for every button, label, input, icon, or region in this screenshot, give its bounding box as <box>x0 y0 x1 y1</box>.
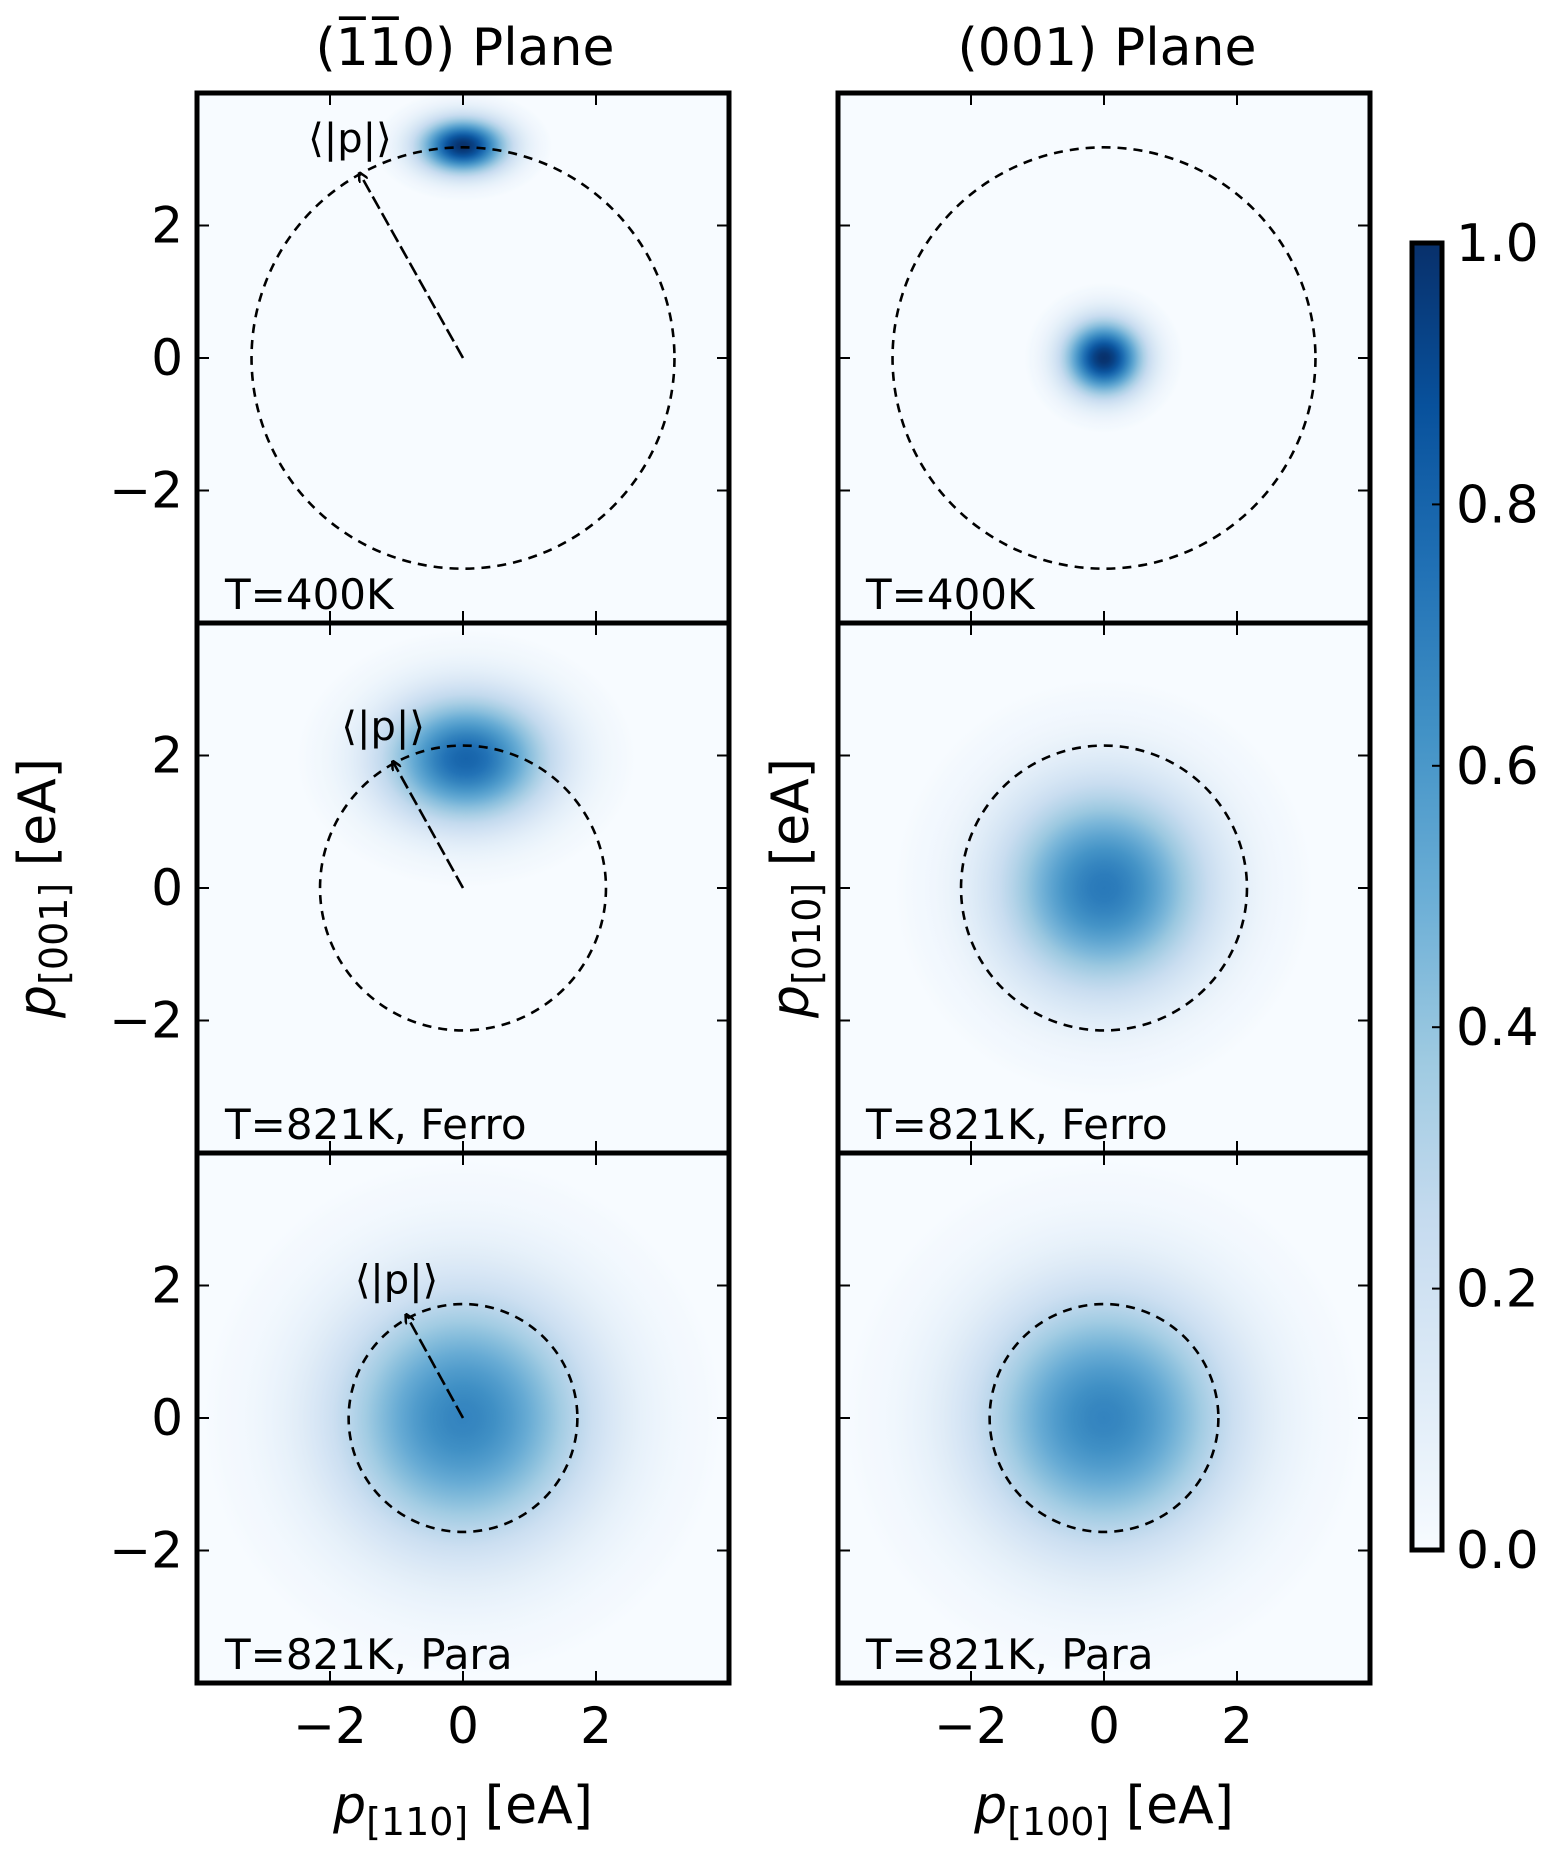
density-distribution <box>894 679 1314 1097</box>
colorbar-tick-label: 0.4 <box>1456 998 1539 1058</box>
mean-abs-p-circle <box>250 146 676 570</box>
y-tick-label: −2 <box>109 1522 183 1580</box>
colorbar-frame <box>1409 240 1445 1553</box>
y-axis-label: p[001] [eA] <box>8 758 76 1019</box>
density-distribution <box>844 1159 1364 1677</box>
arrow-label: ⟨|p|⟩ <box>308 116 392 162</box>
colorbar-tick-label: 0.2 <box>1456 1260 1539 1320</box>
mean-abs-p-circle <box>891 146 1317 570</box>
x-tick-label: −2 <box>293 1697 367 1755</box>
x-tick-label: −2 <box>934 1697 1008 1755</box>
y-tick-label: −2 <box>109 992 183 1050</box>
x-tick-label: 0 <box>447 1697 479 1755</box>
y-tick-label: −2 <box>109 462 183 520</box>
y-axis-label: p[010] [eA] <box>761 758 829 1019</box>
y-tick-label: 0 <box>151 329 183 387</box>
panels: ⟨|p|⟩ −2 0 2 T=400K T=400K ⟨|p|⟩ −2 0 2 T=821K, Fe… <box>8 90 1373 1844</box>
mean-abs-p-circle <box>959 744 1249 1032</box>
colorbar-tick-label: 0.8 <box>1456 475 1539 535</box>
colorbar-tick-label: 1.0 <box>1456 214 1539 274</box>
panel-frame <box>194 1150 732 1686</box>
panel-annotation: T=821K, Para <box>224 1630 512 1679</box>
panel-right-middle: T=821K, Ferro p[010] [eA] <box>761 620 1373 1156</box>
y-tick-label: 2 <box>151 197 183 255</box>
x-axis-label: p[100] [eA] <box>973 1776 1234 1844</box>
x-tick-label: 0 <box>1088 1697 1120 1755</box>
arrow-label: ⟨|p|⟩ <box>355 1257 439 1303</box>
panel-annotation: T=821K, Ferro <box>224 1100 527 1149</box>
x-tick-label: 2 <box>1221 1697 1253 1755</box>
panel-annotation: T=400K <box>224 570 395 619</box>
panel-annotation: T=400K <box>865 570 1036 619</box>
mean-abs-p-circle <box>988 1302 1220 1534</box>
y-tick-label: 2 <box>151 1257 183 1315</box>
colorbar: 0.0 0.2 0.4 0.6 0.8 1.0 <box>1409 214 1539 1581</box>
panel-right-top: T=400K <box>835 90 1373 626</box>
panel-annotation: T=821K, Para <box>865 1630 1153 1679</box>
panel-left-bottom: ⟨|p|⟩ −2 −2 0 0 2 2 T=821K, Para p[110] [eA] <box>109 1150 732 1844</box>
x-tick-label: 2 <box>580 1697 612 1755</box>
colorbar-tick-label: 0.6 <box>1456 737 1539 797</box>
mean-abs-p-circle <box>347 1302 579 1534</box>
colorbar-tick-label: 0.0 <box>1456 1521 1539 1581</box>
colorbar-gradient <box>1412 243 1442 1550</box>
panel-left-top: ⟨|p|⟩ −2 0 2 T=400K <box>109 90 732 626</box>
panel-right-bottom: −2 0 2 T=821K, Para p[100] [eA] <box>835 1150 1373 1844</box>
y-tick-label: 0 <box>151 1389 183 1447</box>
panel-annotation: T=821K, Ferro <box>865 1100 1168 1149</box>
column-title-left: (1̅1̅0) Plane <box>316 16 615 78</box>
y-tick-label: 2 <box>151 727 183 785</box>
panel-left-middle: ⟨|p|⟩ −2 0 2 T=821K, Ferro p[001] [eA] <box>8 620 732 1156</box>
y-tick-label: 0 <box>151 859 183 917</box>
density-distribution <box>296 629 636 888</box>
mean-abs-p-circle <box>318 744 608 1032</box>
arrow-label: ⟨|p|⟩ <box>341 704 425 750</box>
column-title-right: (001) Plane <box>958 18 1257 78</box>
panel-frame <box>835 1150 1373 1686</box>
density-distribution <box>1024 282 1184 434</box>
density-distribution <box>373 93 553 202</box>
mean-abs-p-arrow <box>393 762 465 889</box>
mean-abs-p-arrow <box>360 174 465 359</box>
mean-abs-p-arrow <box>406 1315 465 1419</box>
x-axis-label: p[110] [eA] <box>332 1776 593 1844</box>
